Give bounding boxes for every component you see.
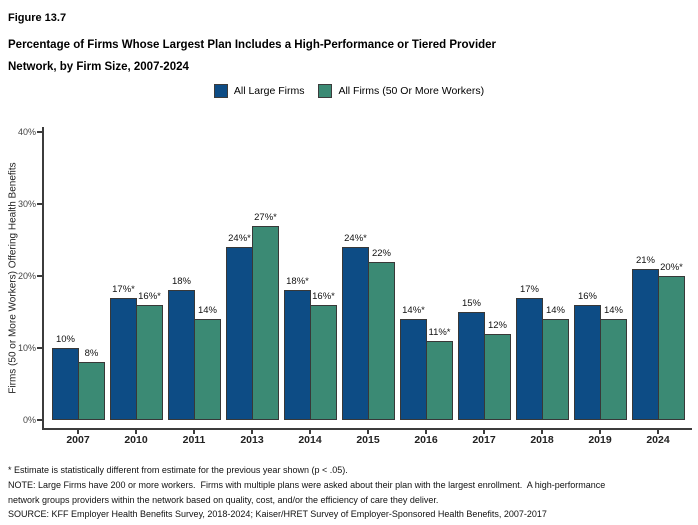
y-axis-tick-label: 20% (17, 270, 36, 281)
footnote-note-line1: NOTE: Large Firms have 200 or more worke… (8, 479, 606, 490)
y-axis-tick-label: 0% (22, 414, 36, 425)
x-axis-tick (193, 429, 195, 434)
x-axis-category-label: 2015 (356, 434, 380, 446)
bar-all-large-firms (516, 298, 543, 420)
bar-value-label: 27%* (254, 212, 277, 223)
chart-legend: All Large Firms All Firms (50 Or More Wo… (0, 84, 698, 98)
figure-number: Figure 13.7 (8, 12, 67, 24)
bar-value-label: 16%* (138, 291, 161, 302)
legend-item-all-large-firms: All Large Firms (213, 84, 305, 98)
y-axis-tick (37, 203, 42, 205)
bar-value-label: 16%* (312, 291, 335, 302)
figure-title-line1: Percentage of Firms Whose Largest Plan I… (8, 39, 497, 51)
bar-all-firms-50plus (136, 305, 163, 420)
bar-all-firms-50plus (252, 226, 279, 420)
x-axis-category-label: 2013 (240, 434, 264, 446)
x-axis-category-label: 2011 (182, 434, 206, 446)
x-axis-category-label: 2010 (124, 434, 148, 446)
bar-all-firms-50plus (310, 305, 337, 420)
bar-all-firms-50plus (194, 319, 221, 420)
bar-all-large-firms (400, 319, 427, 420)
bar-value-label: 12% (487, 320, 508, 331)
bar-value-label: 20%* (660, 262, 683, 273)
figure-title-line2: Network, by Firm Size, 2007-2024 (8, 61, 189, 73)
y-axis-tick (37, 275, 42, 277)
y-axis-tick-label: 40% (17, 126, 36, 137)
x-axis-category-label: 2017 (472, 434, 496, 446)
bar-value-label: 16% (577, 291, 598, 302)
y-axis-tick-label: 10% (17, 342, 36, 353)
bar-value-label: 17%* (112, 284, 135, 295)
x-axis-tick (135, 429, 137, 434)
x-axis-category-label: 2018 (530, 434, 554, 446)
footnote-estimate: * Estimate is statistically different fr… (8, 465, 348, 475)
bar-all-large-firms (342, 247, 369, 420)
bar-all-firms-50plus (484, 334, 511, 420)
bar-value-label: 18% (171, 276, 192, 287)
bar-value-label: 24%* (344, 233, 367, 244)
y-axis-tick (37, 131, 42, 133)
bar-all-large-firms (458, 312, 485, 420)
y-axis-tick (37, 347, 42, 349)
bar-value-label: 14% (603, 305, 624, 316)
bar-value-label: 18%* (286, 276, 309, 287)
x-axis-tick (77, 429, 79, 434)
legend-label-all-firms-50plus: All Firms (50 Or More Workers) (338, 85, 485, 97)
bar-all-firms-50plus (600, 319, 627, 420)
x-axis-line (42, 428, 692, 430)
x-axis-category-label: 2014 (298, 434, 322, 446)
bar-all-firms-50plus (658, 276, 685, 420)
bar-all-firms-50plus (368, 262, 395, 420)
x-axis-category-label: 2016 (414, 434, 438, 446)
bar-all-large-firms (632, 269, 659, 420)
bar-all-large-firms (110, 298, 137, 420)
x-axis-tick (541, 429, 543, 434)
bar-value-label: 11%* (428, 327, 451, 338)
bar-all-large-firms (284, 290, 311, 420)
legend-swatch-blue-icon (213, 84, 228, 98)
bar-value-label: 21% (635, 255, 656, 266)
x-axis-tick (367, 429, 369, 434)
bar-all-large-firms (168, 290, 195, 420)
y-axis-line (42, 127, 44, 430)
legend-label-all-large-firms: All Large Firms (233, 85, 305, 97)
y-axis-tick (37, 419, 42, 421)
x-axis-category-label: 2019 (588, 434, 612, 446)
bar-all-large-firms (226, 247, 253, 420)
bar-value-label: 24%* (228, 233, 251, 244)
bar-all-large-firms (574, 305, 601, 420)
x-axis-tick (309, 429, 311, 434)
x-axis-tick (483, 429, 485, 434)
legend-swatch-green-icon (318, 84, 333, 98)
bar-all-firms-50plus (78, 362, 105, 420)
bar-value-label: 8% (84, 348, 99, 359)
figure-title: Percentage of Firms Whose Largest Plan I… (8, 34, 496, 78)
x-axis-tick (657, 429, 659, 434)
x-axis-tick (251, 429, 253, 434)
bar-value-label: 22% (371, 248, 392, 259)
bar-value-label: 10% (55, 334, 76, 345)
footnote-source: SOURCE: KFF Employer Health Benefits Sur… (8, 509, 547, 520)
x-axis-tick (425, 429, 427, 434)
chart-footnotes: * Estimate is statistically different fr… (8, 463, 605, 522)
x-axis-category-label: 2024 (646, 434, 670, 446)
bar-all-large-firms (52, 348, 79, 420)
bar-value-label: 15% (461, 298, 482, 309)
legend-item-all-firms-50plus: All Firms (50 Or More Workers) (318, 84, 484, 98)
y-axis-tick-label: 30% (17, 198, 36, 209)
bar-value-label: 14% (545, 305, 566, 316)
x-axis-tick (599, 429, 601, 434)
bar-value-label: 14% (197, 305, 218, 316)
bar-value-label: 14%* (402, 305, 425, 316)
x-axis-category-label: 2007 (66, 434, 90, 446)
footnote-note-line2: network groups providers within the netw… (8, 494, 439, 505)
bar-all-firms-50plus (542, 319, 569, 420)
bar-all-firms-50plus (426, 341, 453, 420)
bar-value-label: 17% (519, 284, 540, 295)
